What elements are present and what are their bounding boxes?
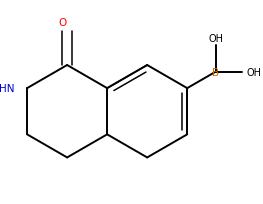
- Text: B: B: [212, 67, 219, 77]
- Text: HN: HN: [0, 84, 15, 94]
- Text: O: O: [58, 18, 66, 28]
- Text: OH: OH: [208, 33, 223, 43]
- Text: OH: OH: [246, 67, 261, 77]
